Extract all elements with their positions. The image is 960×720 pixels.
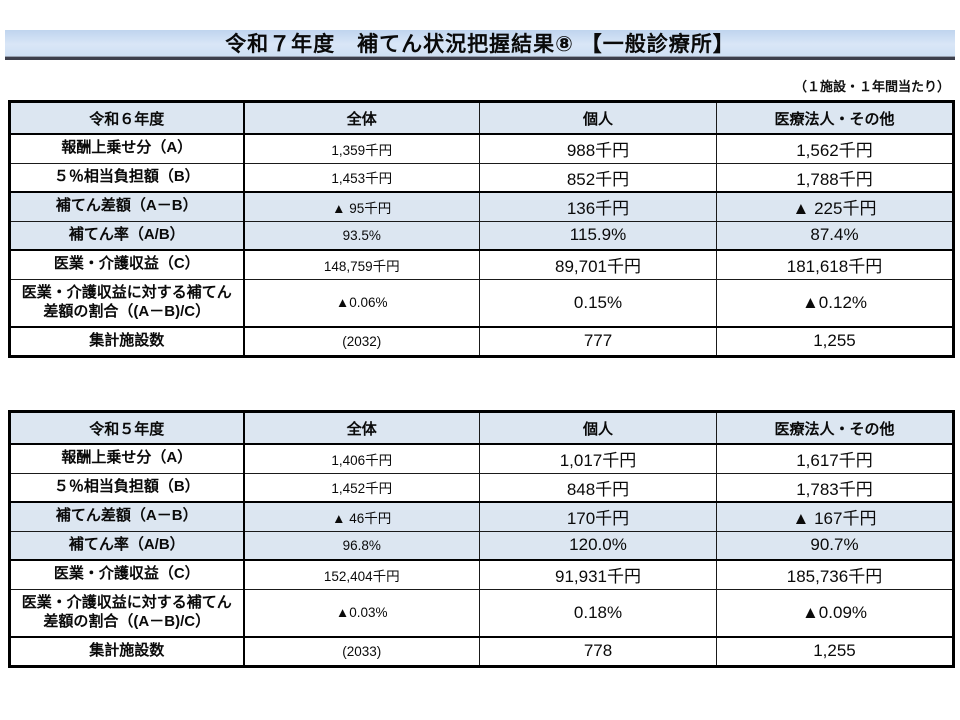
value-cell: (2033)	[243, 636, 480, 667]
compensation-table: 令和６年度 全体 個人 医療法人・その他 報酬上乗せ分（A） 1,359千円 988千円 1,…	[8, 100, 955, 358]
row-label: 医業・介護収益（C）	[9, 249, 245, 280]
title-underline	[5, 56, 955, 60]
value-cell: 185,736千円	[716, 559, 954, 590]
value-cell: ▲ 167千円	[716, 501, 954, 532]
value-cell: 170千円	[479, 501, 717, 532]
table-row: 補てん率（A/B） 93.5% 115.9% 87.4%	[9, 220, 954, 251]
unit-note: （１施設・１年間当たり）	[793, 79, 950, 94]
value-cell: 115.9%	[479, 220, 717, 251]
value-cell: ▲ 46千円	[243, 501, 480, 532]
value-cell: 778	[479, 636, 717, 667]
value-cell: ▲0.06%	[243, 278, 480, 328]
value-cell: 1,406千円	[243, 443, 480, 474]
value-cell: 1,453千円	[243, 162, 480, 193]
row-label: 医業・介護収益に対する補てん差額の割合（(A－B)/C）	[9, 588, 245, 638]
value-cell: 848千円	[479, 472, 717, 503]
table-row: 医業・介護収益（C） 148,759千円 89,701千円 181,618千円	[9, 249, 954, 280]
value-cell: 1,788千円	[716, 162, 954, 193]
row-label: ５％相当負担額（B）	[9, 162, 245, 193]
table-reiwa5: 令和５年度 全体 個人 医療法人・その他 報酬上乗せ分（A） 1,406千円 1,017千円…	[8, 410, 955, 668]
row-label: 医業・介護収益（C）	[9, 559, 245, 590]
row-label: 集計施設数	[9, 326, 245, 357]
table-row: 医業・介護収益に対する補てん差額の割合（(A－B)/C） ▲0.06% 0.15% ▲…	[9, 278, 954, 328]
page-title: 令和７年度 補てん状況把握結果⑧ 【一般診療所】	[225, 33, 735, 56]
value-cell: 152,404千円	[243, 559, 480, 590]
value-cell: 136千円	[479, 191, 717, 222]
value-cell: 1,359千円	[243, 133, 480, 164]
value-cell: 120.0%	[479, 530, 717, 561]
value-cell: 93.5%	[243, 220, 480, 251]
table-row: 医業・介護収益（C） 152,404千円 91,931千円 185,736千円	[9, 559, 954, 590]
value-cell: 1,783千円	[716, 472, 954, 503]
value-cell: 0.15%	[479, 278, 717, 328]
value-cell: 777	[479, 326, 717, 357]
table-row: 補てん差額（A－B） ▲ 46千円 170千円 ▲ 167千円	[9, 501, 954, 532]
value-cell: 852千円	[479, 162, 717, 193]
value-cell: 89,701千円	[479, 249, 717, 280]
value-cell: 988千円	[479, 133, 717, 164]
table-row: ５％相当負担額（B） 1,452千円 848千円 1,783千円	[9, 472, 954, 503]
row-label: 補てん差額（A－B）	[9, 501, 245, 532]
year-header: 令和６年度	[9, 101, 245, 135]
row-label: 報酬上乗せ分（A）	[9, 133, 245, 164]
header-row: 令和６年度 全体 個人 医療法人・その他	[9, 101, 954, 135]
column-header: 全体	[243, 101, 480, 135]
value-cell: ▲0.03%	[243, 588, 480, 638]
column-header: 個人	[479, 101, 717, 135]
row-label: 集計施設数	[9, 636, 245, 667]
value-cell: ▲ 225千円	[716, 191, 954, 222]
value-cell: 1,255	[716, 636, 954, 667]
table-row: ５％相当負担額（B） 1,453千円 852千円 1,788千円	[9, 162, 954, 193]
row-label: 医業・介護収益に対する補てん差額の割合（(A－B)/C）	[9, 278, 245, 328]
row-label: ５％相当負担額（B）	[9, 472, 245, 503]
row-label: 補てん差額（A－B）	[9, 191, 245, 222]
table-row: 補てん率（A/B） 96.8% 120.0% 90.7%	[9, 530, 954, 561]
value-cell: 0.18%	[479, 588, 717, 638]
value-cell: (2032)	[243, 326, 480, 357]
value-cell: 91,931千円	[479, 559, 717, 590]
value-cell: 96.8%	[243, 530, 480, 561]
value-cell: 1,255	[716, 326, 954, 357]
value-cell: 148,759千円	[243, 249, 480, 280]
column-header: 個人	[479, 411, 717, 445]
value-cell: 1,017千円	[479, 443, 717, 474]
table-reiwa6: 令和６年度 全体 個人 医療法人・その他 報酬上乗せ分（A） 1,359千円 988千円 1,…	[8, 100, 955, 358]
compensation-table: 令和５年度 全体 個人 医療法人・その他 報酬上乗せ分（A） 1,406千円 1,017千円…	[8, 410, 955, 668]
table-row: 報酬上乗せ分（A） 1,359千円 988千円 1,562千円	[9, 133, 954, 164]
value-cell: ▲0.12%	[716, 278, 954, 328]
value-cell: 1,562千円	[716, 133, 954, 164]
table-row: 集計施設数 (2032) 777 1,255	[9, 326, 954, 357]
column-header: 全体	[243, 411, 480, 445]
value-cell: 181,618千円	[716, 249, 954, 280]
column-header: 医療法人・その他	[716, 411, 954, 445]
value-cell: ▲ 95千円	[243, 191, 480, 222]
table-row: 補てん差額（A－B） ▲ 95千円 136千円 ▲ 225千円	[9, 191, 954, 222]
value-cell: 1,617千円	[716, 443, 954, 474]
table-row: 報酬上乗せ分（A） 1,406千円 1,017千円 1,617千円	[9, 443, 954, 474]
value-cell: 1,452千円	[243, 472, 480, 503]
row-label: 報酬上乗せ分（A）	[9, 443, 245, 474]
table-row: 集計施設数 (2033) 778 1,255	[9, 636, 954, 667]
value-cell: 87.4%	[716, 220, 954, 251]
header-row: 令和５年度 全体 個人 医療法人・その他	[9, 411, 954, 445]
column-header: 医療法人・その他	[716, 101, 954, 135]
title-banner: 令和７年度 補てん状況把握結果⑧ 【一般診療所】	[5, 30, 955, 56]
row-label: 補てん率（A/B）	[9, 530, 245, 561]
value-cell: ▲0.09%	[716, 588, 954, 638]
row-label: 補てん率（A/B）	[9, 220, 245, 251]
year-header: 令和５年度	[9, 411, 245, 445]
table-row: 医業・介護収益に対する補てん差額の割合（(A－B)/C） ▲0.03% 0.18% ▲…	[9, 588, 954, 638]
value-cell: 90.7%	[716, 530, 954, 561]
